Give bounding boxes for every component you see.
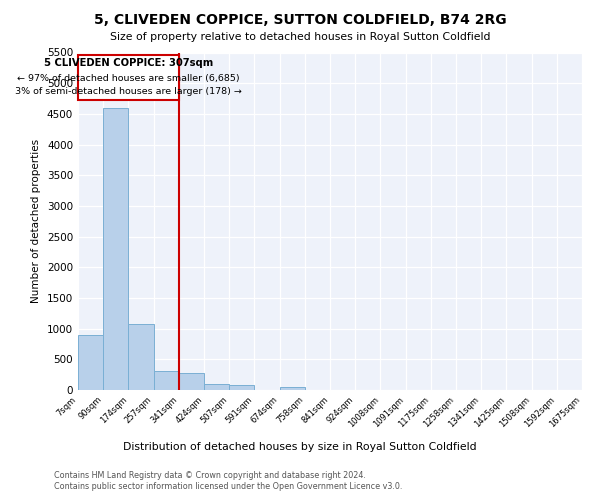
Text: Size of property relative to detached houses in Royal Sutton Coldfield: Size of property relative to detached ho… bbox=[110, 32, 490, 42]
Bar bbox=[204, 384, 229, 390]
Bar bbox=[280, 387, 305, 390]
Text: Distribution of detached houses by size in Royal Sutton Coldfield: Distribution of detached houses by size … bbox=[123, 442, 477, 452]
Text: ← 97% of detached houses are smaller (6,685): ← 97% of detached houses are smaller (6,… bbox=[17, 74, 240, 82]
Text: 3% of semi-detached houses are larger (178) →: 3% of semi-detached houses are larger (1… bbox=[15, 87, 242, 96]
Bar bbox=[179, 373, 204, 390]
Text: Contains public sector information licensed under the Open Government Licence v3: Contains public sector information licen… bbox=[54, 482, 403, 491]
Bar bbox=[128, 324, 154, 390]
Y-axis label: Number of detached properties: Number of detached properties bbox=[31, 139, 41, 304]
Bar bbox=[78, 335, 103, 390]
Bar bbox=[154, 371, 179, 390]
Text: Contains HM Land Registry data © Crown copyright and database right 2024.: Contains HM Land Registry data © Crown c… bbox=[54, 471, 366, 480]
Text: 5 CLIVEDEN COPPICE: 307sqm: 5 CLIVEDEN COPPICE: 307sqm bbox=[44, 58, 213, 68]
Bar bbox=[78, 55, 179, 100]
Text: 5, CLIVEDEN COPPICE, SUTTON COLDFIELD, B74 2RG: 5, CLIVEDEN COPPICE, SUTTON COLDFIELD, B… bbox=[94, 12, 506, 26]
Bar bbox=[229, 385, 254, 390]
Bar bbox=[103, 108, 128, 390]
